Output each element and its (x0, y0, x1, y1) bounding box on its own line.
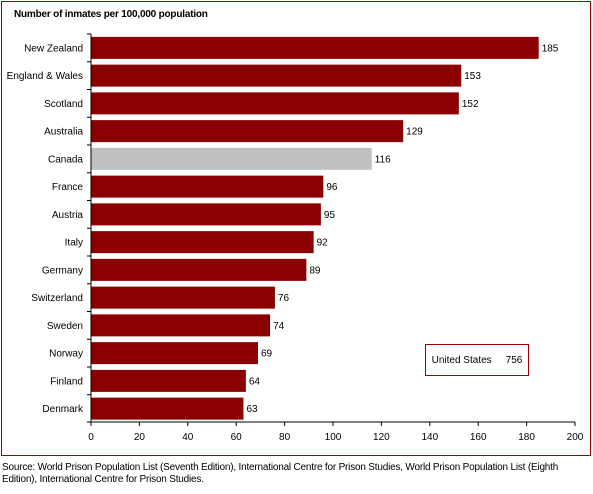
data-label: 89 (309, 265, 321, 276)
x-tick-label: 20 (134, 432, 146, 443)
category-label: New Zealand (24, 43, 83, 54)
category-label: Germany (42, 265, 83, 276)
bar (91, 314, 271, 337)
x-tick-label: 0 (88, 432, 94, 443)
bar-chart: 185 153 152 129 116 96 95 92 89 76 74 69 64 63 New Ze… (7, 33, 584, 443)
bar (91, 369, 246, 392)
x-tick-label: 140 (421, 432, 438, 443)
bar (91, 120, 404, 143)
x-tick-label: 80 (279, 432, 291, 443)
category-label: Austria (52, 210, 84, 221)
bar (91, 175, 324, 198)
category-label: Finland (50, 376, 83, 387)
category-label: Canada (48, 154, 83, 165)
data-label: 153 (464, 71, 481, 82)
data-label: 63 (246, 404, 258, 415)
category-label: Sweden (47, 321, 83, 332)
source-note: Source: World Prison Population List (Se… (2, 462, 559, 485)
data-label: 69 (261, 349, 273, 360)
chart-title: Number of inmates per 100,000 population (14, 9, 208, 20)
category-label: Norway (49, 349, 83, 360)
bar (91, 231, 314, 254)
bar (91, 203, 321, 226)
x-tick-label: 60 (231, 432, 243, 443)
category-label: England & Wales (7, 71, 83, 82)
bars-layer: 185 153 152 129 116 96 95 92 89 76 74 69 64 63 (91, 36, 559, 420)
data-label: 152 (462, 99, 479, 110)
x-tick-label: 40 (182, 432, 194, 443)
us-annotation-box: United States 756 (425, 344, 529, 376)
data-label: 92 (317, 238, 329, 249)
data-label: 76 (278, 293, 290, 304)
category-label: Australia (44, 127, 83, 138)
bar (91, 36, 539, 59)
x-tick-label: 180 (518, 432, 535, 443)
bar (91, 92, 459, 115)
bar (91, 147, 372, 170)
data-label: 116 (375, 154, 391, 165)
us-annotation-value: 756 (505, 354, 523, 366)
category-label: Italy (65, 238, 83, 249)
us-annotation-label: United States (431, 354, 492, 366)
category-label: Switzerland (31, 293, 83, 304)
category-label: Denmark (42, 404, 84, 415)
bar (91, 258, 307, 281)
data-label: 185 (542, 43, 559, 54)
x-tick-label: 160 (470, 432, 487, 443)
category-label: France (52, 182, 84, 193)
axis-layer: New Zealand England & Wales Scotland Austra… (7, 33, 584, 443)
category-label: Scotland (44, 99, 83, 110)
bar (91, 286, 275, 309)
data-label: 64 (249, 376, 261, 387)
data-label: 74 (273, 321, 285, 332)
bar (91, 64, 462, 87)
data-label: 129 (406, 127, 423, 138)
data-label: 95 (324, 210, 336, 221)
data-label: 96 (326, 182, 338, 193)
bar (91, 397, 244, 420)
x-tick-label: 200 (567, 432, 584, 443)
x-tick-label: 120 (373, 432, 390, 443)
x-tick-label: 100 (325, 432, 342, 443)
bar (91, 342, 258, 365)
